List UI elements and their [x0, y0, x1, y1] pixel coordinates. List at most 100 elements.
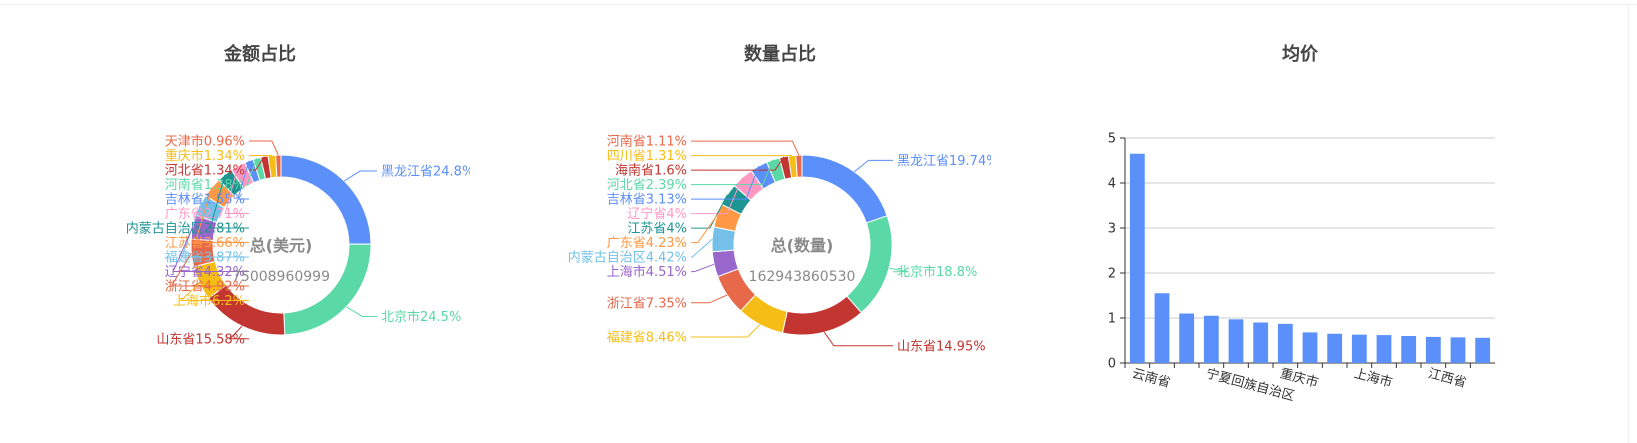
bar[interactable]: [1154, 293, 1170, 363]
x-tick-label: 上海市: [1352, 365, 1394, 391]
pie-label-line: [691, 140, 800, 156]
pie-slice[interactable]: [846, 215, 893, 314]
pie-label-line: [224, 165, 249, 215]
pie-slice-label: 江苏省3.66%: [165, 235, 245, 251]
pie-center-value: 75008960999: [232, 269, 330, 285]
bar[interactable]: [1179, 313, 1195, 364]
pie-slice-label: 内蒙古自治区2.81%: [126, 221, 245, 237]
y-tick-label: 4: [1108, 177, 1116, 192]
right-divider: [1628, 4, 1629, 443]
pie-label-line: [691, 165, 760, 200]
bar[interactable]: [1450, 337, 1466, 363]
pie-label-line: [246, 158, 258, 186]
pie-slice[interactable]: [801, 154, 888, 224]
pie-slice-label: 江苏省4%: [627, 221, 687, 237]
pie-slice-label: 河北省1.34%: [165, 164, 245, 179]
pie-label-line: [823, 331, 893, 347]
pie-slice-label: 北京市18.8%: [897, 264, 977, 280]
pie-slice-label: 黑龙江省19.74%: [897, 154, 991, 169]
bar[interactable]: [1401, 336, 1417, 363]
pie-label-line: [249, 156, 265, 171]
bar[interactable]: [1228, 319, 1244, 363]
bar[interactable]: [1203, 315, 1219, 363]
pie-label-line: [179, 282, 249, 302]
y-tick-label: 0: [1108, 357, 1116, 372]
pie-label-line: [691, 238, 713, 258]
quantity-share-title: 数量占比: [744, 44, 816, 65]
pie-slice-label: 重庆市1.34%: [165, 148, 245, 164]
x-tick-label: 云南省: [1130, 365, 1172, 391]
pie-slice-label: 辽宁省4%: [627, 206, 687, 222]
pie-slice-label: 广东省4.23%: [607, 236, 687, 251]
pie-label-line: [888, 267, 909, 273]
bar[interactable]: [1129, 153, 1145, 363]
pie-slice[interactable]: [781, 295, 863, 336]
pie-slice-label: 吉林省1.55%: [165, 193, 245, 208]
bar[interactable]: [1302, 332, 1318, 363]
pie-slice-label: 山东省15.58%: [156, 332, 245, 347]
pie-label-line: [249, 140, 279, 156]
pie-label-line: [237, 160, 250, 200]
pie-slice-label: 浙江省4.92%: [165, 280, 245, 295]
bar[interactable]: [1376, 335, 1392, 363]
pie-slice-label: 广东省2.71%: [165, 207, 245, 222]
pie-label-line: [691, 159, 774, 186]
bar[interactable]: [1425, 336, 1441, 363]
quantity-share-pie: 黑龙江省19.74% 北京市18.8% 山东省14.95% 河南省1.11%四川省1.…: [568, 134, 991, 355]
pie-label-line: [209, 174, 249, 229]
pie-slice[interactable]: [275, 154, 282, 178]
pie-label-line: [344, 170, 377, 182]
pie-label-line: [181, 204, 249, 258]
pie-label-line: [853, 159, 893, 173]
pie-slice[interactable]: [795, 154, 803, 178]
y-tick-label: 3: [1108, 222, 1116, 237]
top-divider: [0, 4, 1637, 5]
pie-label-line: [170, 252, 249, 287]
average-price-panel: 均价 0 1 2 3 4 5 云南省 宁夏回族自治区 重庆市 上海市 江西省: [1040, 0, 1560, 443]
pie-label-line: [691, 194, 728, 229]
pie-slice-label: 福建省3.87%: [165, 251, 245, 266]
pie-center-title: 总(美元): [250, 236, 313, 255]
bar[interactable]: [1475, 337, 1491, 363]
pie-slice-label: 四川省1.31%: [607, 149, 687, 164]
pie-label-line: [691, 324, 761, 338]
pie-slice-label: 上海市6.2%: [173, 293, 245, 309]
quantity-share-panel: 数量占比 黑龙江省19.74% 北京市18.8% 山东省14.95% 河南省1.11%…: [520, 0, 1040, 443]
y-tick-label: 1: [1108, 312, 1116, 327]
x-tick-label: 江西省: [1426, 366, 1468, 391]
pie-slice-label: 北京市24.5%: [381, 309, 461, 325]
pie-label-line: [691, 215, 718, 244]
pie-label-line: [691, 263, 715, 273]
pie-slice-label: 福建省8.46%: [607, 331, 687, 346]
y-tick-label: 5: [1108, 132, 1116, 147]
pie-label-line: [691, 156, 785, 171]
bar[interactable]: [1277, 323, 1293, 363]
pie-label-line: [691, 294, 728, 304]
pie-slice-label: 上海市4.51%: [607, 264, 687, 280]
pie-slice[interactable]: [280, 154, 372, 245]
amount-share-panel: 金额占比 黑龙江省24.8% 北京市24.5% 天津市0.96% 重庆市1.34% 河北…: [0, 0, 520, 443]
pie-center-title: 总(数量): [771, 236, 834, 255]
pie-slice-label: 河北省2.39%: [607, 178, 687, 193]
pie-slice[interactable]: [283, 243, 372, 336]
pie-slice-label: 吉林省3.13%: [607, 193, 687, 208]
pie-slice-label: 黑龙江省24.8%: [381, 165, 470, 180]
y-tick-label: 2: [1108, 267, 1116, 282]
bar[interactable]: [1327, 333, 1343, 363]
pie-slice-label: 内蒙古自治区4.42%: [568, 250, 687, 266]
pie-slice-label: 浙江省7.35%: [607, 296, 687, 311]
bar[interactable]: [1351, 334, 1367, 363]
amount-share-pie: 黑龙江省24.8% 北京市24.5% 天津市0.96%重庆市1.34%河北省1.34…: [126, 134, 470, 348]
pie-slice-label: 河南省1.38%: [165, 177, 245, 193]
pie-label-line: [346, 306, 377, 318]
bar[interactable]: [1253, 322, 1269, 364]
pie-label-line: [228, 325, 249, 340]
pie-slice-label: 辽宁省4.32%: [165, 264, 245, 280]
pie-slice-label: 海南省1.6%: [615, 163, 687, 179]
pie-slice-label: 天津市0.96%: [165, 134, 245, 150]
average-price-title: 均价: [1282, 44, 1318, 65]
pie-label-line: [172, 226, 249, 273]
pie-label-line: [194, 187, 249, 244]
